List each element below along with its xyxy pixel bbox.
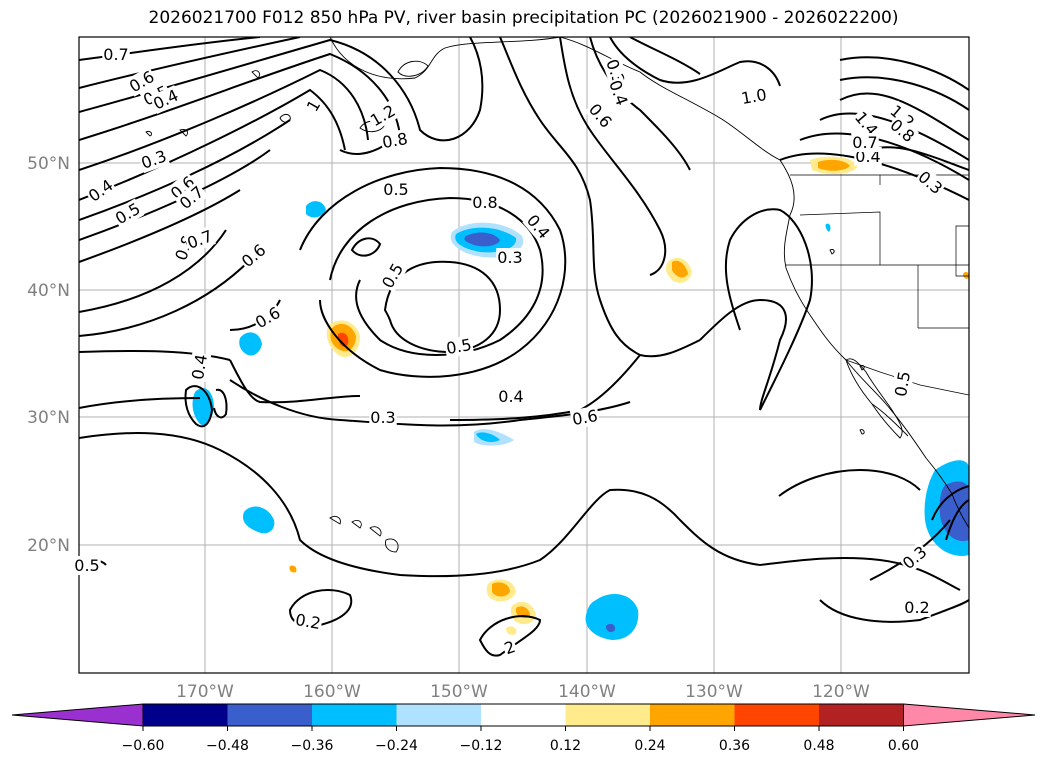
contour-central-loop3 (383, 260, 502, 354)
lon-axis-labels: 170°W 160°W 150°W 140°W 130°W 120°W (176, 682, 870, 702)
neg-blob-west2 (242, 506, 275, 534)
borders (786, 174, 969, 396)
colorbar-segment (481, 704, 566, 726)
svg-text:0.6: 0.6 (571, 406, 599, 429)
neg-blob-west3 (239, 332, 262, 356)
colorbar-extend-min (11, 703, 144, 727)
neg-blob-west4 (306, 201, 326, 218)
lat-label: 50°N (27, 154, 70, 174)
colorbar: −0.60 −0.48 −0.36 −0.24 −0.12 0.12 0.24 0.36 0.4… (11, 703, 1036, 754)
lon-label: 150°W (430, 682, 488, 702)
contour-label: 0.4 (497, 387, 525, 406)
colorbar-segment (227, 704, 312, 726)
contour-central-loop2 (329, 196, 544, 356)
lon-label: 130°W (685, 682, 743, 702)
lat-axis-labels: 50°N 40°N 30°N 20°N (27, 154, 70, 556)
colorbar-segment (565, 704, 650, 726)
lon-label: 160°W (303, 682, 361, 702)
colorbar-segment (819, 704, 904, 726)
svg-text:0.2: 0.2 (294, 610, 322, 633)
svg-text:0.5: 0.5 (383, 180, 408, 199)
svg-text:0.7: 0.7 (103, 45, 128, 64)
contour-label: 0.7 (851, 133, 879, 152)
lat-label: 30°N (27, 408, 70, 428)
colorbar-segment (734, 704, 819, 726)
contour-label: 0.3 (496, 248, 524, 267)
colorbar-tick-label: −0.48 (206, 738, 249, 754)
lat-label: 20°N (27, 536, 70, 556)
contour-0.3-east (699, 298, 787, 411)
svg-text:0.5: 0.5 (445, 335, 473, 358)
lon-label: 170°W (176, 682, 234, 702)
colorbar-tick-label: −0.12 (460, 738, 503, 754)
colorbar-extend-max (903, 703, 1036, 727)
contour-label: 0.5 (382, 180, 410, 199)
hawaii (329, 515, 399, 553)
svg-text:0.7: 0.7 (852, 133, 877, 152)
neg-blob-south (585, 594, 639, 640)
contour-label: 0.3 (137, 145, 170, 174)
lon-label: 120°W (812, 682, 870, 702)
colorbar-tick-label: 0.48 (803, 738, 834, 754)
colorbar-segment (396, 704, 481, 726)
svg-text:0.4: 0.4 (498, 387, 523, 406)
colorbar-segment (312, 704, 397, 726)
contour-labels: 0.70.60.50.40.311.20.80.50.40.50.60.70.8… (73, 45, 947, 659)
svg-text:0.8: 0.8 (381, 129, 409, 152)
contour-label: 0.7 (102, 45, 130, 64)
contour-label: 0.2 (292, 609, 324, 634)
contour-label: 2 (500, 636, 519, 659)
contour-label: 0.8 (471, 193, 499, 212)
svg-text:0.5: 0.5 (891, 370, 914, 398)
contour-label: 0.8 (379, 128, 411, 153)
svg-text:0.2: 0.2 (904, 598, 929, 617)
contour-label: 0.5 (443, 334, 475, 359)
map-title: 2026021700 F012 850 hPa PV, river basin … (148, 8, 899, 28)
contour-label: 0.5 (73, 556, 101, 575)
svg-text:1.0: 1.0 (740, 85, 768, 108)
svg-text:0.3: 0.3 (497, 248, 522, 267)
lon-label: 140°W (558, 682, 616, 702)
colorbar-tick-label: 0.12 (550, 738, 581, 754)
contour-label: 0.5 (890, 368, 915, 400)
colorbar-segment (650, 704, 735, 726)
map-area (79, 37, 969, 673)
colorbar-tick-label: −0.60 (122, 738, 165, 754)
svg-text:0.3: 0.3 (370, 408, 395, 427)
precip-shading (192, 156, 969, 640)
contour-label: 1.0 (738, 84, 770, 109)
map-frame (78, 36, 970, 674)
contour-label: 0.6 (569, 405, 601, 430)
west-coast (783, 214, 969, 529)
contour-label: 0.4 (187, 351, 212, 383)
colorbar-tick-label: −0.36 (291, 738, 334, 754)
contour-label: 0.2 (903, 598, 931, 617)
contour-east-bulge (724, 208, 813, 411)
baja (845, 358, 903, 439)
lat-label: 40°N (27, 281, 70, 301)
svg-text:0.5: 0.5 (74, 556, 99, 575)
colorbar-tick-label: 0.60 (888, 738, 919, 754)
colorbar-tick-label: −0.24 (375, 738, 418, 754)
colorbar-tick-label: 0.24 (634, 738, 665, 754)
colorbar-segment (143, 704, 228, 726)
contour-central-loop1 (299, 166, 567, 378)
gulf-california (871, 403, 909, 437)
colorbar-tick-label: 0.36 (719, 738, 750, 754)
svg-text:0.4: 0.4 (188, 353, 211, 381)
svg-text:0.8: 0.8 (472, 193, 497, 212)
contour-label: 0.3 (369, 408, 397, 427)
